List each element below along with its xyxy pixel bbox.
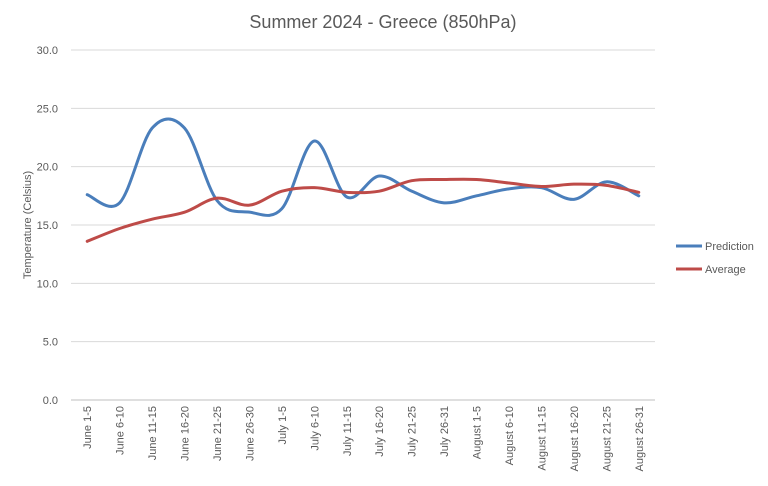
data-point-prediction — [378, 175, 380, 177]
x-tick-labels: June 1-5 June 6-10 June 11-15 June 16-20 Jun… — [82, 406, 646, 471]
gridlines — [71, 49, 655, 401]
data-point-average — [86, 240, 88, 242]
x-tick-label: July 6-10 — [309, 406, 321, 451]
data-point-average — [605, 184, 607, 186]
x-tick-label: July 1-5 — [277, 406, 289, 445]
data-point-prediction — [573, 198, 575, 200]
x-tick-label: August 1-5 — [472, 406, 484, 459]
data-point-average — [443, 178, 445, 180]
y-tick-label: 15.0 — [37, 220, 58, 232]
x-tick-label: June 6-10 — [115, 406, 127, 455]
data-point-prediction — [605, 181, 607, 183]
y-axis-label: Temperature (Celsius) — [22, 171, 34, 279]
data-point-prediction — [313, 140, 315, 142]
data-point-average — [540, 185, 542, 187]
data-point-average — [183, 211, 185, 213]
x-tick-label: August 11-15 — [536, 406, 548, 471]
data-point-average — [638, 191, 640, 193]
data-point-prediction — [443, 202, 445, 204]
data-point-prediction — [248, 211, 250, 213]
data-point-prediction — [151, 127, 153, 129]
data-point-prediction — [475, 195, 477, 197]
y-tick-label: 0.0 — [43, 395, 58, 407]
x-tick-label: July 26-31 — [439, 406, 451, 457]
data-point-average — [151, 218, 153, 220]
data-point-average — [410, 179, 412, 181]
data-point-prediction — [118, 202, 120, 204]
data-point-average — [475, 178, 477, 180]
chart-title: Summer 2024 - Greece (850hPa) — [249, 12, 516, 32]
data-point-average — [573, 183, 575, 185]
x-tick-label: July 11-15 — [342, 406, 354, 456]
y-tick-label: 5.0 — [43, 337, 58, 349]
x-tick-label: August 6-10 — [504, 406, 516, 465]
y-tick-label: 30.0 — [37, 45, 58, 57]
x-tick-label: August 21-25 — [601, 406, 613, 471]
y-tick-label: 25.0 — [37, 103, 58, 115]
data-point-average — [118, 227, 120, 229]
data-point-prediction — [410, 190, 412, 192]
legend-label-prediction: Prediction — [705, 241, 754, 253]
x-tick-label: June 16-20 — [180, 406, 192, 461]
legend: Prediction Average — [676, 241, 754, 276]
series-line-prediction — [85, 117, 641, 217]
data-point-prediction — [346, 196, 348, 198]
data-point-average — [378, 190, 380, 192]
data-point-average — [216, 197, 218, 199]
y-tick-labels: 0.0 5.0 10.0 15.0 20.0 25.0 30.0 — [37, 45, 58, 407]
data-point-average — [248, 204, 250, 206]
data-point-average — [346, 191, 348, 193]
x-tick-label: June 21-25 — [212, 406, 224, 461]
y-tick-label: 10.0 — [37, 278, 58, 290]
x-tick-label: June 26-30 — [244, 406, 256, 461]
legend-label-average: Average — [705, 264, 746, 276]
data-point-prediction — [86, 193, 88, 195]
data-point-prediction — [508, 188, 510, 190]
data-point-prediction — [281, 207, 283, 209]
x-tick-label: June 11-15 — [147, 406, 159, 460]
data-point-prediction — [638, 195, 640, 197]
data-point-average — [313, 186, 315, 188]
series-line-average — [85, 177, 641, 243]
x-tick-label: August 26-31 — [634, 406, 646, 471]
x-tick-label: July 16-20 — [374, 406, 386, 457]
x-tick-label: August 16-20 — [569, 406, 581, 471]
data-point-prediction — [183, 127, 185, 129]
x-tick-label: June 1-5 — [82, 406, 94, 449]
data-point-average — [508, 182, 510, 184]
data-point-average — [281, 190, 283, 192]
x-tick-label: July 21-25 — [407, 406, 419, 457]
y-tick-label: 20.0 — [37, 162, 58, 174]
series-group — [85, 117, 641, 243]
